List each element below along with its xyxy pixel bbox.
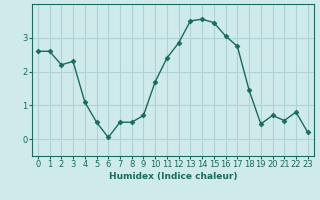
X-axis label: Humidex (Indice chaleur): Humidex (Indice chaleur)	[108, 172, 237, 181]
